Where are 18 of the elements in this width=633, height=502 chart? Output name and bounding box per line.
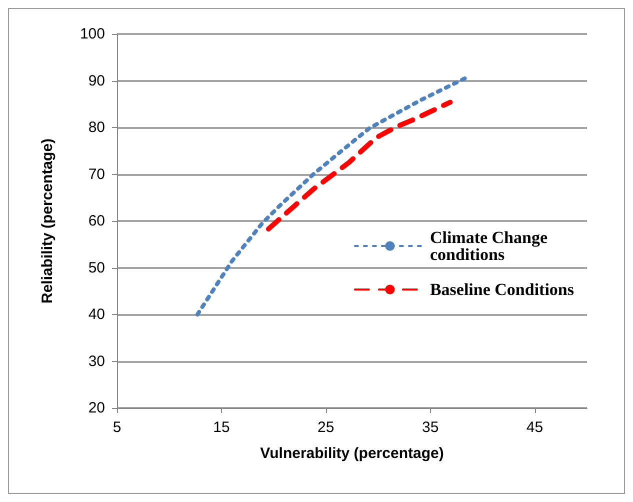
x-tick-label: 5 bbox=[112, 419, 122, 436]
x-axis-title: Vulnerability (percentage) bbox=[260, 445, 444, 462]
x-tick-label: 25 bbox=[318, 419, 334, 436]
y-tick-label: 20 bbox=[88, 400, 105, 416]
y-tick-label: 70 bbox=[88, 166, 105, 183]
y-axis-title: Reliability (percentage) bbox=[39, 138, 56, 304]
x-tick-label: 15 bbox=[213, 419, 230, 436]
y-tick-label: 100 bbox=[80, 26, 105, 42]
y-tick-label: 30 bbox=[88, 352, 105, 370]
x-tick-label: 45 bbox=[526, 419, 544, 436]
y-tick-label: 60 bbox=[88, 212, 105, 230]
y-tick-label: 40 bbox=[88, 306, 105, 323]
x-tick-label: 35 bbox=[422, 419, 439, 436]
legend-label: Climate Change conditions bbox=[430, 228, 552, 264]
y-tick-label: 90 bbox=[88, 72, 105, 90]
y-tick-label: 50 bbox=[88, 259, 105, 276]
y-tick-label: 80 bbox=[88, 119, 105, 136]
legend-label: Baseline Conditions bbox=[430, 280, 574, 299]
